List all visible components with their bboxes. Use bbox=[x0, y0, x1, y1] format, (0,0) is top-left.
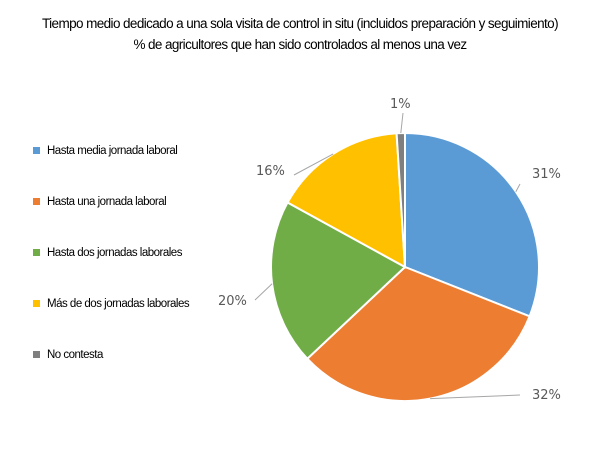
legend-label: No contesta bbox=[47, 349, 103, 361]
legend-swatch bbox=[33, 198, 40, 205]
leader-line bbox=[254, 283, 273, 301]
legend-swatch bbox=[33, 249, 40, 256]
data-label: 32% bbox=[532, 388, 561, 403]
data-label: 16% bbox=[256, 164, 285, 179]
pie-slice bbox=[286, 132, 407, 269]
data-label: 1% bbox=[390, 97, 411, 112]
chart-subtitle: % de agricultores que han sido controlad… bbox=[133, 37, 467, 52]
legend-swatch bbox=[33, 300, 40, 307]
leader-line bbox=[430, 394, 521, 400]
data-label: 20% bbox=[218, 294, 247, 309]
leader-line bbox=[515, 183, 521, 192]
legend-label: Hasta media jornada laboral bbox=[47, 145, 178, 157]
legend-swatch bbox=[33, 351, 40, 358]
leader-line bbox=[400, 112, 404, 134]
data-label: 31% bbox=[532, 167, 561, 182]
chart-title: Tiempo medio dedicado a una sola visita … bbox=[42, 16, 559, 31]
legend-swatch bbox=[33, 147, 40, 154]
leader-line bbox=[293, 153, 334, 176]
legend-label: Hasta dos jornadas laborales bbox=[47, 247, 182, 259]
legend-label: Hasta una jornada laboral bbox=[47, 196, 167, 208]
legend-label: Más de dos jornadas laborales bbox=[47, 298, 190, 310]
